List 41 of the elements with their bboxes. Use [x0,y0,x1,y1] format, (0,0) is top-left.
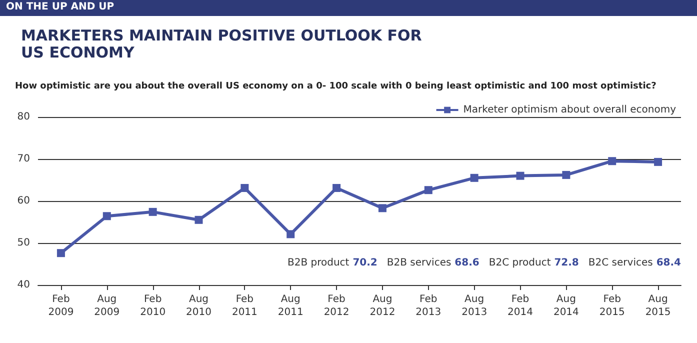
legend-label: Marketer optimism about overall economy [463,104,676,116]
x-tick-label: Feb 2014 [508,294,533,318]
annotation: B2B product 70.2 [288,258,378,268]
x-tick-label: Aug 2011 [278,294,304,318]
x-tick-label: Feb 2009 [48,294,74,318]
annotation: B2B services 68.6 [386,258,480,268]
chart-title: MARKETERS MAINTAIN POSITIVE OUTLOOK FOR US ECONOMY [21,26,422,62]
point [194,216,203,224]
annotation: B2C services 68.4 [588,258,682,268]
point [654,158,662,166]
x-tick-label: Aug 2015 [645,294,671,318]
point [378,204,386,212]
point [470,174,478,182]
y-tick-label: 70 [17,154,30,164]
point [332,184,341,192]
x-tick-label: Feb 2015 [599,294,625,318]
chart-subtitle: How optimistic are you about the overall US economy on a 0- 100 scale with 0 being least optimistic and 100 most optimistic? [15,82,656,92]
point [516,172,524,180]
point [240,184,249,192]
x-tick-label: Aug 2013 [462,294,488,318]
y-tick-label: 60 [17,196,30,206]
x-tick-label: Feb 2012 [324,294,350,318]
point [102,212,111,220]
x-tick-label: Feb 2011 [232,294,258,318]
x-tick-label: Feb 2013 [416,294,442,318]
point [424,186,432,194]
y-tick-label: 80 [17,112,30,122]
x-tick-label: Feb 2010 [140,294,166,318]
y-tick-label: 40 [17,280,30,290]
x-tick-label: Aug 2009 [94,294,120,318]
point [56,249,65,258]
y-tick-label: 50 [17,238,30,248]
x-tick-label: Aug 2010 [186,294,212,318]
x-tick-label: Aug 2012 [370,294,396,318]
text: ON THE UP AND UP [6,2,114,12]
annotation: B2C product 72.8 [488,258,579,268]
point [148,208,157,216]
point [286,230,295,238]
point [608,157,616,166]
point [562,170,570,179]
x-tick-label: Aug 2014 [553,294,579,318]
